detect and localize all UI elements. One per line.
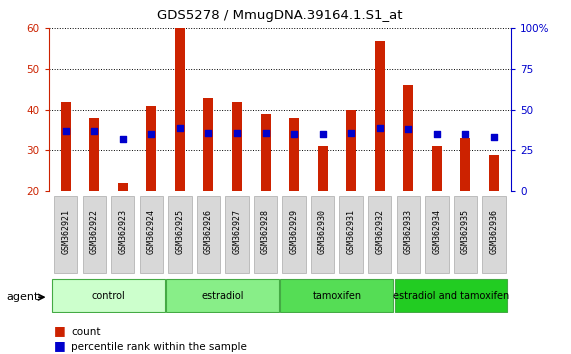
Bar — [375, 40, 385, 191]
Point — [261, 130, 270, 135]
FancyBboxPatch shape — [311, 196, 335, 273]
Text: ■: ■ — [54, 339, 66, 352]
FancyBboxPatch shape — [52, 279, 165, 312]
Text: GSM362923: GSM362923 — [118, 209, 127, 253]
Point — [375, 125, 384, 131]
Bar — [61, 102, 71, 191]
Point — [432, 131, 441, 137]
FancyBboxPatch shape — [111, 196, 135, 273]
Text: percentile rank within the sample: percentile rank within the sample — [71, 342, 247, 352]
Bar — [175, 28, 185, 191]
Point — [318, 131, 327, 137]
Text: agent: agent — [7, 292, 39, 302]
Bar — [460, 138, 471, 191]
Text: GSM362926: GSM362926 — [204, 209, 213, 253]
FancyBboxPatch shape — [396, 196, 420, 273]
Point — [90, 128, 99, 134]
FancyBboxPatch shape — [395, 279, 508, 312]
Point — [461, 131, 470, 137]
Text: GSM362925: GSM362925 — [175, 209, 184, 253]
Bar — [489, 154, 499, 191]
Text: GSM362924: GSM362924 — [147, 209, 156, 253]
FancyBboxPatch shape — [54, 196, 78, 273]
Bar — [317, 146, 328, 191]
FancyBboxPatch shape — [283, 196, 306, 273]
FancyBboxPatch shape — [280, 279, 393, 312]
Bar — [289, 118, 299, 191]
FancyBboxPatch shape — [454, 196, 477, 273]
Point — [232, 130, 242, 135]
FancyBboxPatch shape — [482, 196, 506, 273]
FancyBboxPatch shape — [368, 196, 392, 273]
Text: estradiol and tamoxifen: estradiol and tamoxifen — [393, 291, 509, 301]
FancyBboxPatch shape — [225, 196, 249, 273]
FancyBboxPatch shape — [254, 196, 278, 273]
Bar — [403, 85, 413, 191]
FancyBboxPatch shape — [340, 196, 363, 273]
Text: GSM362935: GSM362935 — [461, 209, 470, 253]
Bar — [203, 97, 214, 191]
Text: GSM362933: GSM362933 — [404, 209, 413, 253]
Text: control: control — [91, 291, 126, 301]
Text: GSM362931: GSM362931 — [347, 209, 356, 253]
Text: GSM362927: GSM362927 — [232, 209, 242, 253]
FancyBboxPatch shape — [139, 196, 163, 273]
Point — [404, 126, 413, 132]
Point — [347, 130, 356, 135]
Point — [175, 125, 184, 131]
Text: GSM362932: GSM362932 — [375, 209, 384, 253]
Text: ■: ■ — [54, 324, 66, 337]
Text: GDS5278 / MmugDNA.39164.1.S1_at: GDS5278 / MmugDNA.39164.1.S1_at — [157, 9, 403, 22]
FancyBboxPatch shape — [83, 196, 106, 273]
Point — [289, 131, 299, 137]
FancyBboxPatch shape — [166, 279, 279, 312]
Text: tamoxifen: tamoxifen — [312, 291, 361, 301]
Text: GSM362921: GSM362921 — [61, 209, 70, 253]
Bar — [232, 102, 242, 191]
FancyBboxPatch shape — [196, 196, 220, 273]
FancyBboxPatch shape — [168, 196, 192, 273]
Bar — [346, 110, 356, 191]
Point — [118, 136, 127, 142]
Bar — [432, 146, 442, 191]
FancyBboxPatch shape — [425, 196, 449, 273]
Text: GSM362934: GSM362934 — [432, 209, 441, 253]
Bar — [89, 118, 99, 191]
Bar — [260, 114, 271, 191]
Text: estradiol: estradiol — [202, 291, 244, 301]
Point — [489, 135, 498, 140]
Text: GSM362930: GSM362930 — [318, 209, 327, 253]
Point — [204, 130, 213, 135]
Point — [147, 131, 156, 137]
Text: GSM362928: GSM362928 — [261, 209, 270, 253]
Point — [61, 128, 70, 134]
Text: count: count — [71, 327, 101, 337]
Text: GSM362922: GSM362922 — [90, 209, 99, 253]
Bar — [146, 105, 156, 191]
Bar — [118, 183, 128, 191]
Text: GSM362936: GSM362936 — [489, 209, 498, 253]
Text: GSM362929: GSM362929 — [289, 209, 299, 253]
